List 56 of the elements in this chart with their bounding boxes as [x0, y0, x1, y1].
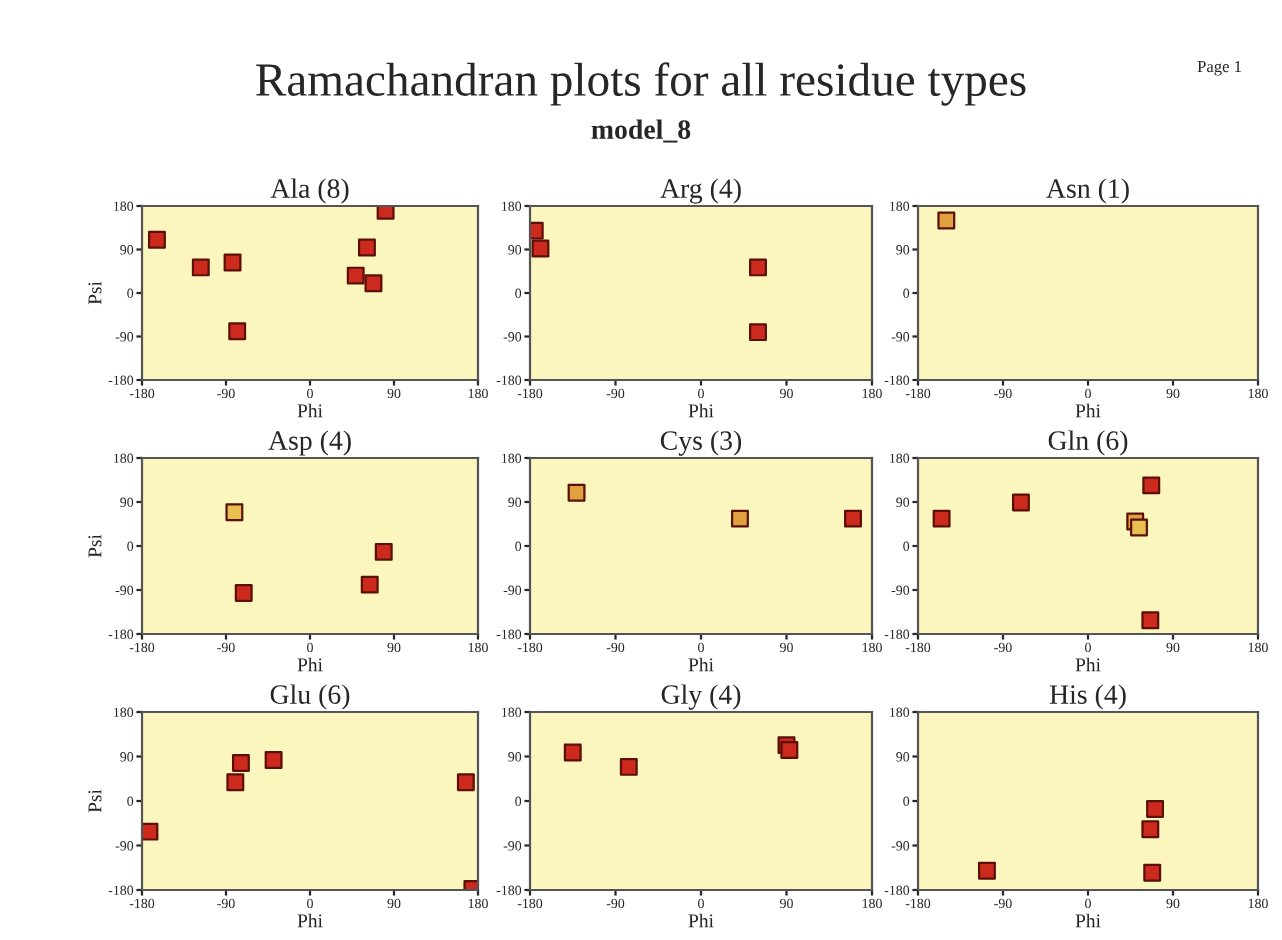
y-axis-title: Psi: [88, 534, 102, 558]
point: [1130, 518, 1148, 537]
chart-title: His (4): [1049, 684, 1126, 710]
point: [226, 773, 245, 792]
point: [346, 266, 365, 285]
point: [264, 750, 283, 769]
point: [231, 753, 250, 772]
chart-title: Ala (8): [270, 178, 349, 204]
point: [376, 206, 395, 220]
point: [142, 822, 159, 841]
point: [364, 274, 383, 293]
text: model_8: [591, 119, 691, 143]
point: [1146, 799, 1165, 818]
point: [374, 542, 393, 561]
point: [147, 230, 166, 249]
y-axis-title: Psi: [88, 281, 102, 305]
point: [749, 323, 767, 342]
x-axis-title: Phi: [1075, 657, 1101, 672]
x-axis-title: Phi: [1075, 403, 1101, 418]
point: [1142, 476, 1161, 495]
y-axis-title: Psi: [88, 789, 102, 813]
x-axis-title: Phi: [688, 403, 714, 418]
chart-title: Cys (3): [660, 430, 742, 456]
point: [456, 773, 475, 792]
point: [1011, 493, 1030, 512]
point: [1143, 863, 1162, 882]
point: [360, 575, 379, 594]
point: [191, 258, 210, 277]
text: Page 1: [1197, 60, 1241, 76]
point: [357, 238, 376, 257]
point: [1141, 611, 1160, 630]
point: [225, 503, 244, 522]
x-axis-title: Phi: [297, 403, 323, 418]
point: [228, 322, 247, 341]
chart-title: Asp (4): [268, 430, 351, 456]
x-axis-title: Phi: [297, 913, 323, 928]
point: [780, 741, 799, 760]
point: [1141, 820, 1160, 839]
point: [563, 743, 582, 762]
point: [932, 509, 951, 528]
point: [223, 253, 242, 272]
chart-title: Glu (6): [270, 684, 350, 710]
point: [749, 258, 767, 277]
text: Ramachandran plots for all residue types: [256, 62, 1026, 106]
point: [234, 583, 253, 602]
point: [977, 861, 996, 880]
chart-title: Asn (1): [1046, 178, 1129, 204]
chart-title: Gly (4): [661, 684, 741, 710]
x-axis-title: Phi: [688, 657, 714, 672]
x-axis-title: Phi: [1075, 913, 1101, 928]
chart-title: Arg (4): [660, 178, 741, 204]
x-axis-title: Phi: [297, 657, 323, 672]
chart-title: Gln (6): [1048, 430, 1128, 456]
x-axis-title: Phi: [688, 913, 714, 928]
point: [531, 239, 550, 258]
point: [619, 757, 638, 776]
